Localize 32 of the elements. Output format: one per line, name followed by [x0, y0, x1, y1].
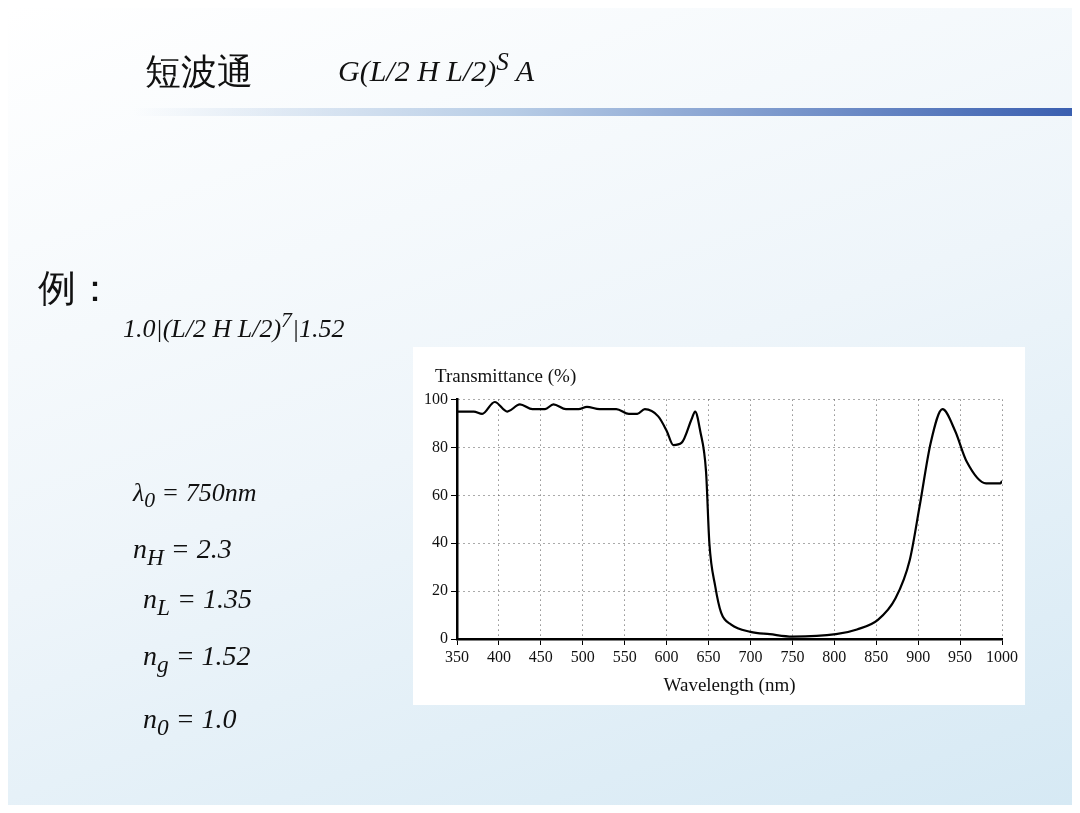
y-tick-label: 100 [424, 389, 448, 407]
x-tick-label: 500 [570, 647, 595, 665]
y-tick-label: 20 [432, 581, 448, 599]
text: n$_{0}$ = 1.0 [143, 703, 237, 741]
text: n$_{L}$ = 1.35 [143, 583, 252, 621]
y-tick-label: 80 [432, 437, 448, 455]
x-tick-label: 400 [486, 647, 511, 665]
line-series [457, 400, 1002, 638]
x-tick-label: 450 [528, 647, 553, 665]
x-tick-label: 350 [445, 647, 469, 665]
x-tick-label: 850 [864, 647, 889, 665]
text: λ$_{0}$ = 750nm [133, 478, 257, 514]
x-tick-label: 950 [948, 647, 973, 665]
x-tick-label: 550 [612, 647, 637, 665]
x-tick-label: 600 [654, 647, 679, 665]
x-tick-label: 650 [696, 647, 721, 665]
x-tick-label: 750 [780, 647, 805, 665]
y-tick-label: 0 [440, 629, 448, 647]
text: 例： [38, 265, 114, 312]
text: n$_{H}$ = 2.3 [133, 533, 232, 571]
y-tick-label: 60 [432, 485, 448, 503]
text: 1.0|(L/2 H L/2)$^{7}$|1.52 [123, 308, 345, 344]
y-tick-label: 40 [432, 533, 448, 551]
text: n$_{g}$ = 1.52 [143, 640, 251, 678]
y-axis-title: Transmittance (%) [435, 365, 577, 387]
text: G(L/2 H L/2)$^{S}$ A [338, 48, 535, 88]
x-tick-label: 1000 [986, 647, 1018, 665]
x-tick-label: 900 [906, 647, 931, 665]
x-tick-label: 700 [738, 647, 763, 665]
x-tick-label: 800 [822, 647, 847, 665]
x-axis-title: Wavelength (nm) [663, 673, 796, 696]
chart-title: 短波通 [145, 50, 253, 94]
